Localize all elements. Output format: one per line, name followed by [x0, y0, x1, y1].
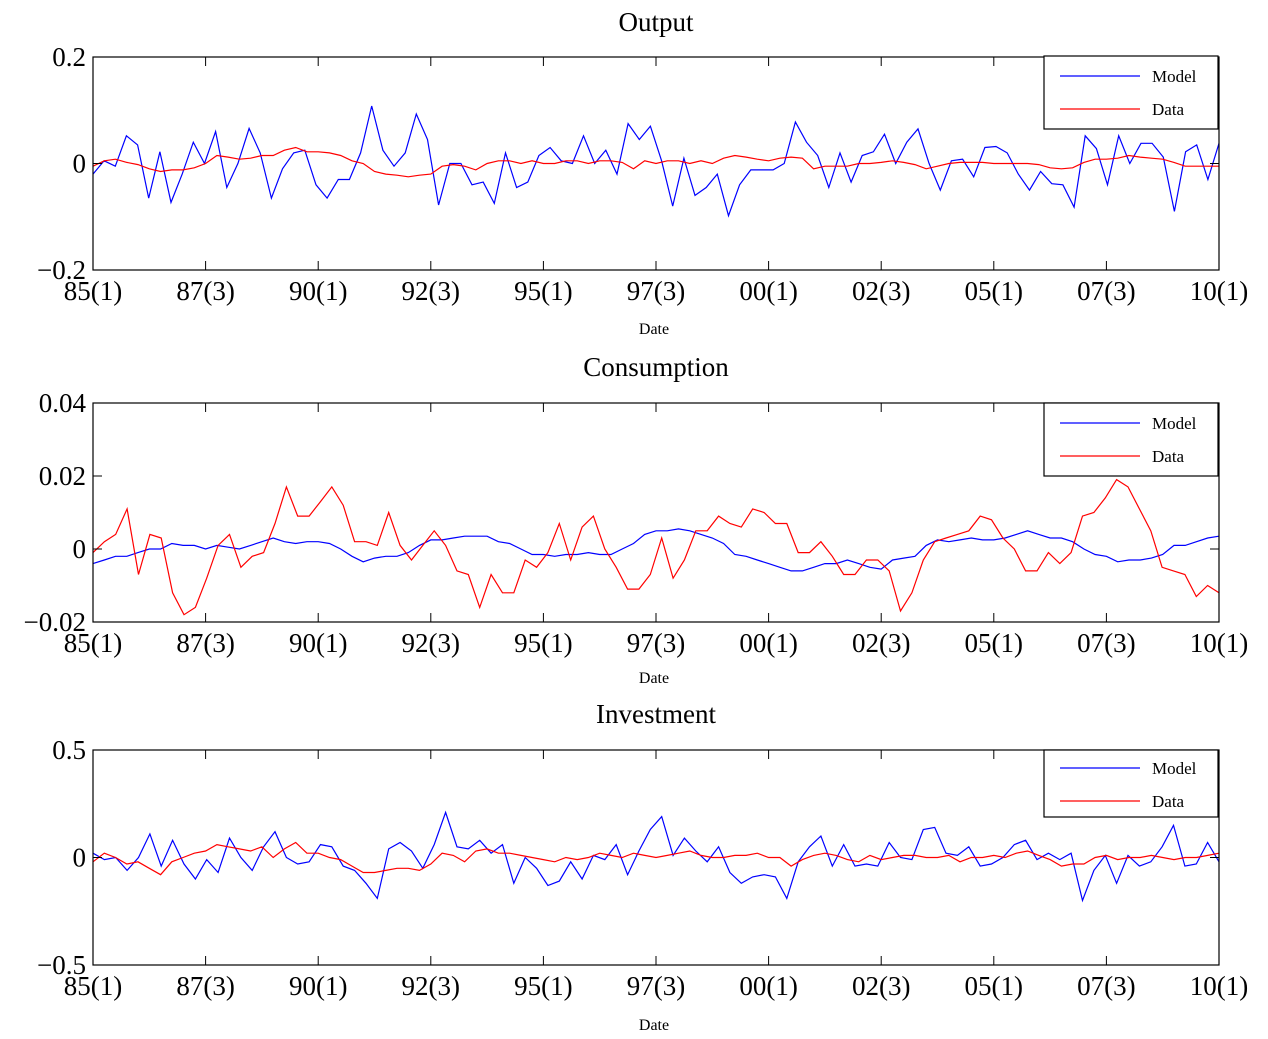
- panel-title: Output: [618, 7, 694, 37]
- x-tick-label: 87(3): [176, 276, 234, 306]
- x-tick-label: 90(1): [289, 971, 347, 1001]
- x-tick-label: 95(1): [514, 628, 572, 658]
- x-tick-label: 97(3): [627, 628, 685, 658]
- x-tick-label: 02(3): [852, 276, 910, 306]
- x-tick-label: 05(1): [965, 276, 1023, 306]
- x-tick-label: 97(3): [627, 276, 685, 306]
- x-tick-label: 05(1): [965, 971, 1023, 1001]
- x-axis-label: Date: [639, 670, 669, 687]
- x-tick-label: 95(1): [514, 971, 572, 1001]
- x-tick-label: 10(1): [1190, 971, 1248, 1001]
- x-tick-label: 92(3): [402, 628, 460, 658]
- legend: Model Data: [1043, 402, 1219, 477]
- x-tick-label: 92(3): [402, 276, 460, 306]
- legend-label-model: Model: [1152, 414, 1197, 433]
- plot-area: 85(1) 87(3) 90(1) 92(3) 95(1) 97(3) 00(1) 02(3)…: [37, 735, 1248, 1001]
- x-tick-label: 85(1): [64, 971, 122, 1001]
- x-tick-label: 85(1): [64, 276, 122, 306]
- x-tick-label: 87(3): [176, 971, 234, 1001]
- x-tick-label: 07(3): [1077, 276, 1135, 306]
- x-tick-label: 05(1): [965, 628, 1023, 658]
- y-tick-label: −0.2: [37, 255, 86, 285]
- x-tick-label: 00(1): [739, 276, 797, 306]
- x-tick-label: 02(3): [852, 628, 910, 658]
- series-line-model: [92, 105, 1220, 218]
- x-tick-label: 02(3): [852, 971, 910, 1001]
- y-tick-label: −0.5: [37, 950, 86, 980]
- x-tick-label: 85(1): [64, 628, 122, 658]
- y-tick-label: 0.2: [52, 42, 86, 72]
- panel-title: Investment: [596, 699, 716, 729]
- series-line-model: [92, 528, 1220, 572]
- legend-box: [1043, 749, 1219, 818]
- x-tick-label: 95(1): [514, 276, 572, 306]
- x-tick-label: 92(3): [402, 971, 460, 1001]
- plot-area: 85(1) 87(3) 90(1) 92(3) 95(1) 97(3) 00(1) 02(3)…: [24, 388, 1249, 658]
- legend: Model Data: [1043, 749, 1219, 818]
- legend-label-data: Data: [1152, 792, 1185, 811]
- panel-investment: Investment 85(1) 87(3) 90(1) 92(3) 95(1) 97(3…: [37, 699, 1248, 1034]
- plot-area: 85(1) 87(3) 90(1) 92(3) 95(1) 97(3) 00(1) 02(3)…: [37, 42, 1248, 306]
- legend-label-model: Model: [1152, 67, 1197, 86]
- x-tick-label: 97(3): [627, 971, 685, 1001]
- legend-label-model: Model: [1152, 759, 1197, 778]
- y-tick-label: 0.02: [39, 461, 86, 491]
- x-axis-label: Date: [639, 321, 669, 338]
- x-tick-label: 90(1): [289, 276, 347, 306]
- legend-label-data: Data: [1152, 100, 1185, 119]
- y-tick-label: 0.5: [52, 735, 86, 765]
- series-line-model: [92, 810, 1220, 903]
- series-line-data: [92, 146, 1219, 178]
- series-line-data: [92, 478, 1220, 616]
- panel-output: Output 85(1) 87(3) 90(1) 92(3) 95(1) 97(3) 00(…: [37, 7, 1248, 338]
- panel-title: Consumption: [583, 352, 729, 382]
- x-tick-label: 00(1): [739, 628, 797, 658]
- x-tick-label: 10(1): [1190, 276, 1248, 306]
- legend-label-data: Data: [1152, 447, 1185, 466]
- legend-box: [1043, 55, 1219, 130]
- series-line-data: [92, 841, 1220, 876]
- x-tick-label: 87(3): [176, 628, 234, 658]
- panel-consumption: Consumption 85(1) 87(3) 90(1) 92(3) 95(1) 97(…: [24, 352, 1249, 687]
- y-tick-label: 0: [73, 843, 87, 873]
- x-tick-label: 07(3): [1077, 628, 1135, 658]
- y-tick-label: 0: [73, 149, 87, 179]
- y-tick-label: 0.04: [39, 388, 87, 418]
- legend: Model Data: [1043, 55, 1219, 130]
- y-tick-label: −0.02: [24, 607, 86, 637]
- x-tick-label: 90(1): [289, 628, 347, 658]
- x-tick-label: 00(1): [739, 971, 797, 1001]
- x-tick-label: 10(1): [1190, 628, 1248, 658]
- legend-box: [1043, 402, 1219, 477]
- x-axis-label: Date: [639, 1017, 669, 1034]
- y-tick-label: 0: [73, 534, 87, 564]
- x-tick-label: 07(3): [1077, 971, 1135, 1001]
